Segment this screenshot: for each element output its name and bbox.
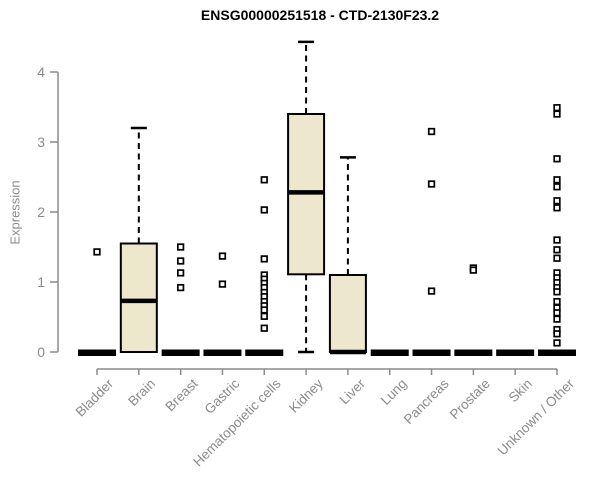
collapsed-box-prostate xyxy=(454,349,493,356)
y-tick-label: 4 xyxy=(37,64,45,80)
outlier-point-unknown-other xyxy=(553,183,561,191)
outlier-point-unknown-other xyxy=(553,110,561,118)
outlier-point-unknown-other xyxy=(553,339,561,347)
outlier-point-unknown-other xyxy=(553,104,561,112)
y-tick-label: 1 xyxy=(37,274,45,290)
outlier-point-hematopoietic-cells xyxy=(260,206,268,214)
outlier-point-hematopoietic-cells xyxy=(260,312,268,320)
outlier-point-pancreas xyxy=(427,287,436,295)
outlier-point-unknown-other xyxy=(553,246,561,254)
outlier-point-unknown-other xyxy=(553,288,561,296)
outlier-point-hematopoietic-cells xyxy=(260,255,268,263)
outlier-point-bladder xyxy=(93,248,101,256)
outlier-point-unknown-other xyxy=(553,330,561,338)
outlier-point-unknown-other xyxy=(553,297,561,306)
outlier-point-hematopoietic-cells xyxy=(260,324,268,332)
outlier-point-gastric xyxy=(218,252,227,260)
outlier-point-unknown-other xyxy=(553,309,561,317)
collapsed-box-skin xyxy=(496,349,535,356)
collapsed-box-lung xyxy=(370,349,409,356)
collapsed-box-unknown-other xyxy=(538,349,576,356)
box-brain xyxy=(119,242,158,353)
outlier-point-unknown-other xyxy=(553,155,561,163)
collapsed-box-hematopoietic-cells xyxy=(245,349,284,356)
collapsed-box-breast xyxy=(161,349,200,356)
collapsed-box-bladder xyxy=(78,349,116,356)
outlier-point-unknown-other xyxy=(553,315,561,323)
outlier-point-gastric xyxy=(218,280,227,288)
box-liver xyxy=(328,274,367,353)
outlier-point-prostate xyxy=(469,266,478,274)
outlier-point-pancreas xyxy=(427,127,436,136)
outlier-point-unknown-other xyxy=(553,254,561,262)
outlier-point-breast xyxy=(176,283,185,292)
y-tick-label: 3 xyxy=(37,134,45,150)
outlier-point-breast xyxy=(176,269,185,277)
outlier-point-breast xyxy=(176,243,185,251)
collapsed-box-gastric xyxy=(203,349,242,356)
chart-title: ENSG00000251518 - CTD-2130F23.2 xyxy=(200,7,440,23)
y-tick-label: 2 xyxy=(37,204,45,220)
y-tick-label: 0 xyxy=(37,344,45,360)
outlier-point-unknown-other xyxy=(553,176,561,184)
outlier-point-unknown-other xyxy=(553,204,561,212)
outlier-point-unknown-other xyxy=(553,236,561,244)
y-axis-title: Expression xyxy=(7,180,23,245)
outlier-point-hematopoietic-cells xyxy=(260,176,268,184)
outlier-point-hematopoietic-cells xyxy=(260,306,268,314)
outlier-point-pancreas xyxy=(427,180,436,188)
outlier-point-unknown-other xyxy=(553,197,561,205)
collapsed-box-pancreas xyxy=(412,349,451,356)
outlier-point-breast xyxy=(176,257,185,265)
